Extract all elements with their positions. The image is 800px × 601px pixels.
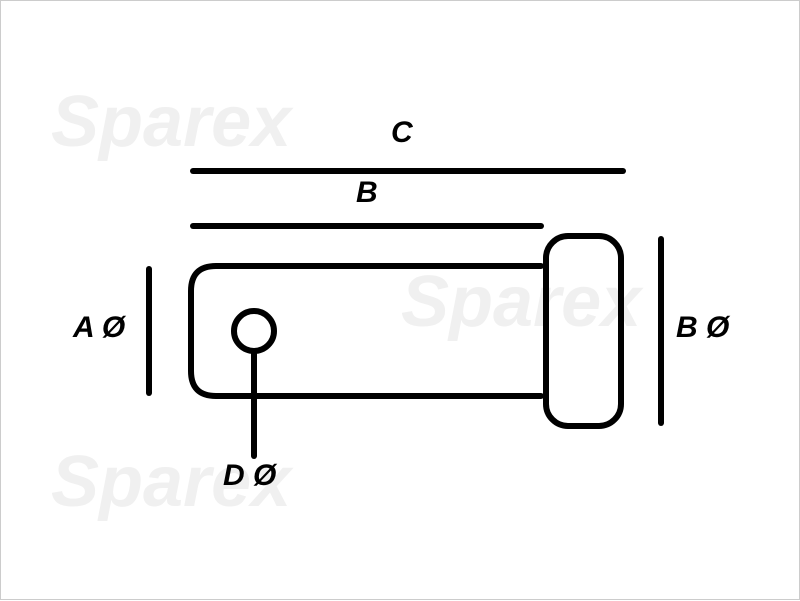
label-d-dia: D Ø: [223, 459, 276, 493]
label-c: C: [391, 116, 413, 150]
label-b: B: [356, 176, 378, 210]
diagram-container: { "diagram": { "type": "technical-drawin…: [0, 0, 800, 600]
label-b-dia: B Ø: [676, 311, 729, 345]
pin-drawing: [1, 1, 800, 601]
label-a-dia: A Ø: [73, 311, 125, 345]
